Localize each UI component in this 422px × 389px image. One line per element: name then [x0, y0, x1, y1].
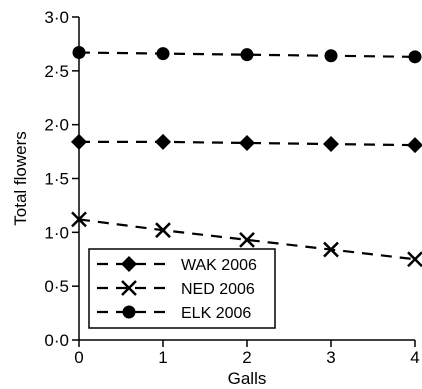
x-tick-label: 3: [326, 348, 335, 367]
y-tick-label: 0·0: [44, 331, 69, 350]
data-point: [157, 47, 170, 60]
series-layer: [71, 46, 422, 266]
data-point: [409, 50, 422, 63]
y-tick-label: 2·5: [44, 62, 69, 81]
legend-label: WAK 2006: [181, 257, 257, 274]
data-point: [71, 134, 87, 150]
data-point: [239, 135, 255, 151]
series-wak-2006: [71, 134, 422, 153]
x-tick-label: 0: [74, 348, 83, 367]
x-tick-label: 4: [410, 348, 419, 367]
legend-marker: [123, 306, 136, 319]
data-point: [73, 46, 86, 59]
y-axis-title: Total flowers: [11, 131, 30, 225]
y-tick-label: 2·0: [44, 116, 69, 135]
y-tick-label: 1·0: [44, 223, 69, 242]
y-tick-label: 1·5: [44, 170, 69, 189]
x-tick-label: 1: [158, 348, 167, 367]
data-point: [323, 136, 339, 152]
legend: WAK 2006 NED 2006 ELK 2006: [89, 249, 275, 328]
legend-label: ELK 2006: [181, 305, 251, 322]
data-point: [407, 137, 422, 153]
y-tick-label: 0·5: [44, 277, 69, 296]
x-tick-label: 2: [242, 348, 251, 367]
y-tick-label: 3·0: [44, 8, 69, 27]
x-axis-title: Galls: [228, 369, 267, 388]
series-elk-2006: [73, 46, 422, 63]
data-point: [155, 134, 171, 150]
data-point: [325, 49, 338, 62]
data-point: [241, 48, 254, 61]
legend-label: NED 2006: [181, 281, 255, 298]
